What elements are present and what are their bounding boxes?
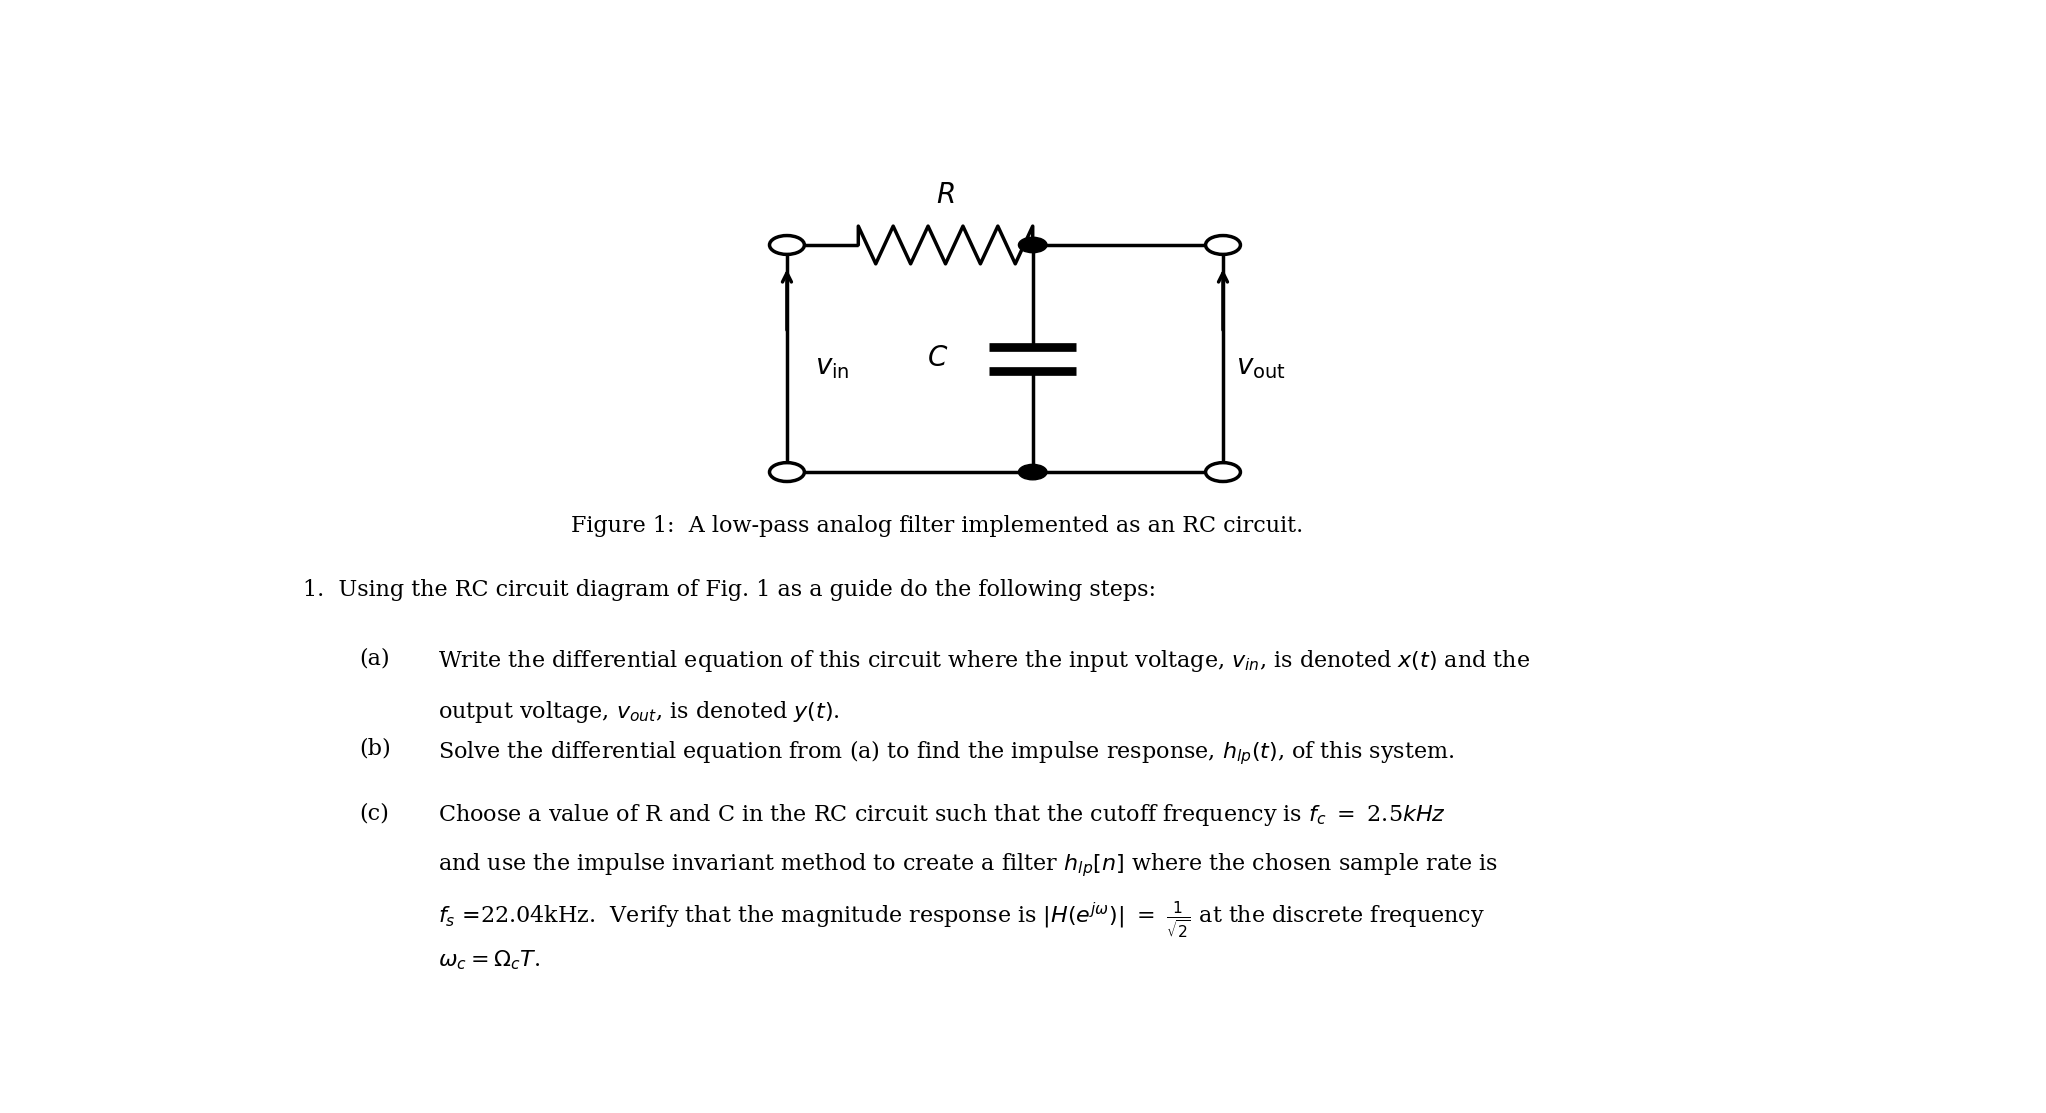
Text: Write the differential equation of this circuit where the input voltage, $v_{in}: Write the differential equation of this … [438, 648, 1530, 673]
Text: (c): (c) [358, 802, 389, 824]
Text: $R$: $R$ [937, 183, 955, 209]
Text: and use the impulse invariant method to create a filter $h_{lp}[n]$ where the ch: and use the impulse invariant method to … [438, 850, 1498, 878]
Text: 1.  Using the RC circuit diagram of Fig. 1 as a guide do the following steps:: 1. Using the RC circuit diagram of Fig. … [303, 579, 1156, 601]
Text: (b): (b) [358, 738, 391, 760]
Text: $v_{\mathrm{in}}$: $v_{\mathrm{in}}$ [816, 354, 849, 381]
Text: (a): (a) [358, 648, 389, 670]
Text: Figure 1:  A low-pass analog filter implemented as an RC circuit.: Figure 1: A low-pass analog filter imple… [571, 515, 1303, 536]
Text: $f_s$ =22.04kHz.  Verify that the magnitude response is $|H(e^{j\omega})|$ $=$ $: $f_s$ =22.04kHz. Verify that the magnitu… [438, 899, 1485, 940]
Text: Solve the differential equation from (a) to find the impulse response, $h_{lp}(t: Solve the differential equation from (a)… [438, 738, 1455, 767]
Text: $C$: $C$ [927, 345, 947, 372]
Text: Choose a value of R and C in the RC circuit such that the cutoff frequency is $f: Choose a value of R and C in the RC circ… [438, 802, 1447, 828]
Circle shape [769, 463, 804, 482]
Text: $\omega_c = \Omega_c T$.: $\omega_c = \Omega_c T$. [438, 948, 540, 972]
Circle shape [1019, 237, 1048, 253]
Text: $v_{\mathrm{out}}$: $v_{\mathrm{out}}$ [1236, 354, 1285, 381]
Circle shape [769, 236, 804, 255]
Circle shape [1205, 236, 1240, 255]
Circle shape [1205, 463, 1240, 482]
Circle shape [1019, 464, 1048, 480]
Text: output voltage, $v_{out}$, is denoted $y(t)$.: output voltage, $v_{out}$, is denoted $y… [438, 699, 841, 726]
